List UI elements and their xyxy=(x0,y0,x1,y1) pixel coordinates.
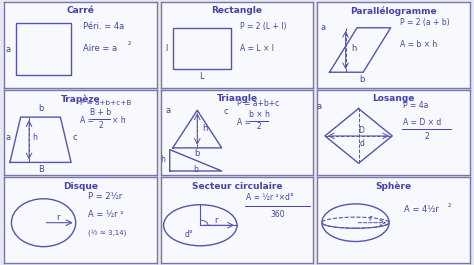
Text: 2: 2 xyxy=(128,41,131,46)
Text: c: c xyxy=(73,133,77,142)
Text: r: r xyxy=(368,214,372,223)
Text: P = 2 (L + l): P = 2 (L + l) xyxy=(240,21,287,30)
Text: 2: 2 xyxy=(424,132,429,141)
Text: B + b: B + b xyxy=(91,108,111,117)
Text: A = 4½r: A = 4½r xyxy=(404,205,439,214)
Text: a: a xyxy=(5,133,10,142)
Text: 2: 2 xyxy=(99,121,103,130)
Text: a: a xyxy=(165,106,171,115)
Text: P = 2 (a + b): P = 2 (a + b) xyxy=(400,18,449,27)
Text: A = L × l: A = L × l xyxy=(240,44,274,53)
Text: P = a+b+c: P = a+b+c xyxy=(237,99,279,108)
Text: P = 2½r: P = 2½r xyxy=(88,192,122,201)
Text: b × h: b × h xyxy=(249,110,270,119)
Text: Aire = a: Aire = a xyxy=(83,44,118,53)
Text: L: L xyxy=(200,72,204,81)
Text: h: h xyxy=(202,124,207,133)
Text: c: c xyxy=(223,108,228,117)
Text: r: r xyxy=(214,217,218,226)
Text: d: d xyxy=(359,139,364,148)
Text: A =: A = xyxy=(80,116,94,125)
Bar xyxy=(173,28,231,69)
Text: B: B xyxy=(38,165,44,174)
Text: b: b xyxy=(359,74,365,83)
Text: 2: 2 xyxy=(257,122,262,131)
Text: × h: × h xyxy=(111,116,125,125)
Text: Disque: Disque xyxy=(63,182,98,191)
Text: P = 4a: P = 4a xyxy=(403,101,428,110)
Text: Sphère: Sphère xyxy=(376,182,412,191)
Text: A = ½r ²: A = ½r ² xyxy=(88,210,123,219)
Bar xyxy=(16,24,71,75)
Text: A =: A = xyxy=(237,118,251,127)
Text: a: a xyxy=(317,102,322,111)
Text: A = ½r ²×d°: A = ½r ²×d° xyxy=(246,193,294,202)
Text: r: r xyxy=(56,213,60,222)
Text: l: l xyxy=(165,44,168,53)
Text: 360: 360 xyxy=(270,210,285,219)
Text: Triangle: Triangle xyxy=(217,94,257,103)
Text: a: a xyxy=(321,23,326,32)
Text: A = D × d: A = D × d xyxy=(403,118,441,127)
Text: (½ ≈ 3,14): (½ ≈ 3,14) xyxy=(88,229,126,236)
Text: 2: 2 xyxy=(448,203,452,208)
Text: Losange: Losange xyxy=(373,94,415,103)
Text: Secteur circulaire: Secteur circulaire xyxy=(192,182,282,191)
Text: D: D xyxy=(359,126,365,135)
Text: Trapèze: Trapèze xyxy=(61,94,100,104)
Text: b: b xyxy=(194,148,200,157)
Text: A = b × h: A = b × h xyxy=(400,40,437,49)
Text: h: h xyxy=(352,44,357,53)
Text: b: b xyxy=(193,165,198,174)
Text: Parallélogramme: Parallélogramme xyxy=(350,6,437,16)
Text: h: h xyxy=(32,133,37,142)
Text: b: b xyxy=(38,104,44,113)
Text: P = a+b+c+B: P = a+b+c+B xyxy=(80,100,132,105)
Text: d°: d° xyxy=(184,230,193,239)
Text: a: a xyxy=(6,45,11,54)
Text: h: h xyxy=(160,155,165,164)
Text: Carré: Carré xyxy=(66,6,94,15)
Text: Rectangle: Rectangle xyxy=(211,6,263,15)
Text: Péri. = 4a: Péri. = 4a xyxy=(83,21,125,30)
